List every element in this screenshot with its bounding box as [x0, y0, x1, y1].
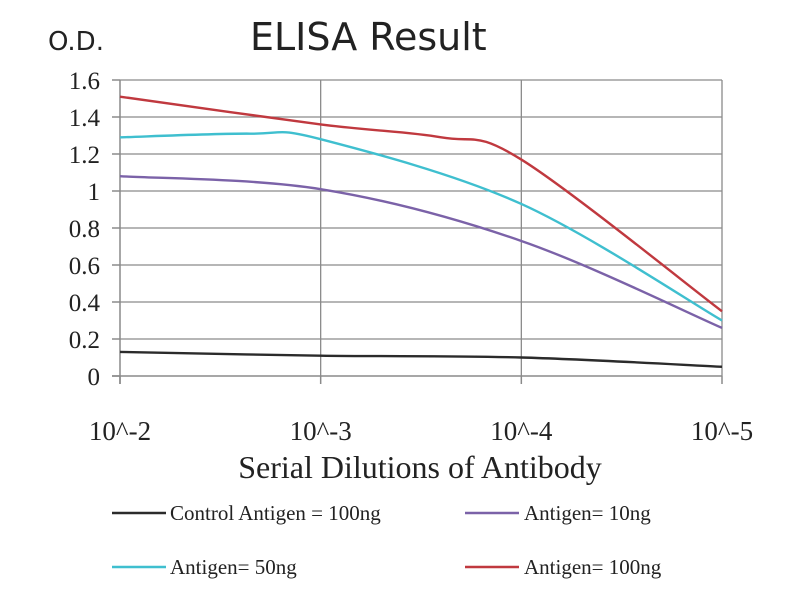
series-line	[119, 175, 723, 330]
series-line	[119, 130, 723, 322]
legend-label: Antigen= 10ng	[524, 501, 651, 525]
legend-label: Control Antigen = 100ng	[170, 501, 381, 525]
y-tick-label: 1.6	[69, 68, 100, 95]
legend-label: Antigen= 50ng	[170, 555, 297, 579]
x-tick-labels: 10^-2 10^-3 10^-4 10^-5	[89, 416, 753, 446]
legend-label: Antigen= 100ng	[524, 555, 662, 579]
chart-title: ELISA Result	[250, 15, 487, 59]
series-lines	[119, 95, 723, 368]
x-axis-label: Serial Dilutions of Antibody	[238, 449, 602, 485]
y-tick-label: 0.4	[69, 290, 101, 317]
gridlines	[120, 79, 723, 376]
y-tick-label: 0.2	[69, 327, 100, 354]
x-tick-label: 10^-5	[691, 416, 753, 446]
y-tick-label: 1	[88, 179, 101, 206]
y-tick-label: 0.6	[69, 253, 100, 280]
series-line	[119, 95, 723, 313]
y-axis-label: O.D.	[48, 27, 104, 57]
y-tick-labels: 0 0.2 0.4 0.6 0.8 1 1.2 1.4 1.6	[69, 68, 101, 391]
y-tick-label: 1.2	[69, 142, 100, 169]
y-tick-label: 1.4	[69, 105, 101, 132]
x-tick-label: 10^-2	[89, 416, 151, 446]
series-line	[119, 350, 723, 368]
y-tick-label: 0.8	[69, 216, 100, 243]
legend: Control Antigen = 100ng Antigen= 10ng Anti…	[112, 501, 662, 579]
x-tick-label: 10^-4	[490, 416, 553, 446]
y-tick-label: 0	[88, 364, 101, 391]
axes	[112, 79, 723, 384]
x-tick-label: 10^-3	[290, 416, 352, 446]
